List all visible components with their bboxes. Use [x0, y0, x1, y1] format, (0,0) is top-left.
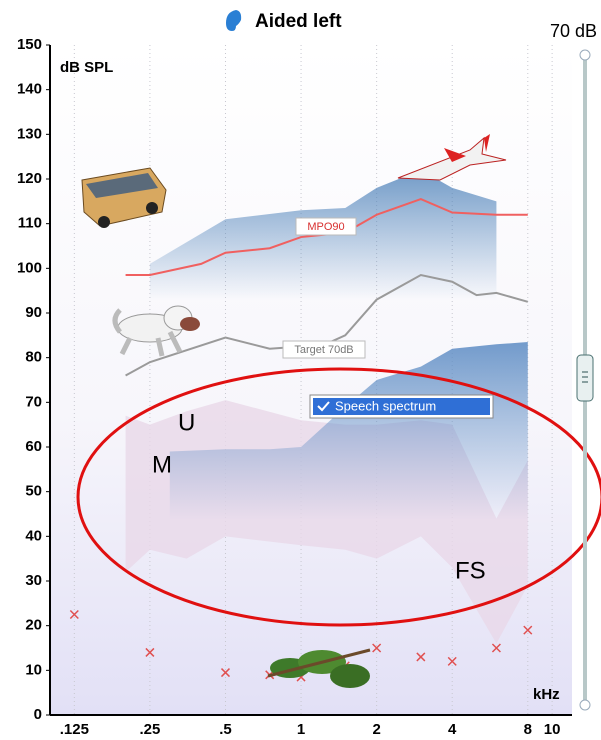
x-tick-label: 2 — [372, 721, 380, 738]
level-label: 70 dB — [550, 21, 597, 41]
y-tick-label: 100 — [17, 259, 42, 276]
y-axis-label: dB SPL — [60, 59, 113, 76]
y-tick-label: 40 — [25, 527, 42, 544]
speech-letter: U — [178, 409, 195, 436]
x-tick-label: 8 — [524, 721, 532, 738]
x-tick-label: 4 — [448, 721, 457, 738]
y-tick-label: 150 — [17, 36, 42, 53]
curve-label-box — [295, 217, 357, 236]
shaded-area — [169, 342, 528, 715]
level-slider[interactable] — [576, 49, 594, 711]
y-tick-label: 30 — [25, 572, 42, 589]
y-tick-label: 60 — [25, 438, 42, 455]
y-tick-label: 90 — [25, 304, 42, 321]
y-tick-label: 110 — [18, 215, 42, 232]
x-tick-label: 10 — [544, 721, 561, 738]
threshold-marker — [372, 643, 382, 653]
y-tick-label: 10 — [25, 661, 42, 678]
speech-letter: FS — [455, 557, 486, 584]
y-tick-label: 0 — [34, 706, 42, 723]
threshold-marker — [523, 625, 533, 635]
speech-spectrum-toggle[interactable]: Speech spectrum — [309, 394, 494, 419]
curve-label: MPO90 — [307, 221, 344, 233]
jet-icon — [397, 134, 507, 181]
threshold-marker — [491, 643, 501, 653]
threshold-marker — [69, 609, 79, 620]
chart-title: Aided left — [255, 11, 342, 32]
toggle-label: Speech spectrum — [335, 398, 436, 413]
y-tick-label: 50 — [25, 483, 42, 500]
data-layer — [69, 170, 533, 715]
x-tick-label: .125 — [60, 721, 89, 738]
x-tick-label: .5 — [219, 721, 232, 738]
threshold-marker — [145, 647, 155, 657]
curve — [125, 273, 529, 377]
y-tick-label: 140 — [17, 81, 42, 98]
y-tick-label: 130 — [17, 125, 42, 142]
threshold-marker — [416, 652, 426, 662]
threshold-marker — [447, 656, 457, 666]
y-tick-label: 20 — [25, 617, 42, 634]
ear-icon — [226, 10, 242, 31]
bush-icon — [267, 648, 371, 688]
curve-label: Target 70dB — [294, 344, 353, 356]
x-tick-label: 1 — [297, 721, 305, 738]
threshold-marker — [220, 668, 231, 678]
x-tick-label: .25 — [139, 721, 160, 738]
speech-letter: M — [152, 451, 172, 478]
bus-icon — [81, 167, 167, 228]
x-axis-label: kHz — [533, 686, 560, 703]
curve-label-box — [282, 340, 366, 359]
dog-icon — [112, 305, 200, 357]
y-tick-label: 70 — [25, 393, 42, 410]
highlight-ellipse — [76, 367, 601, 627]
y-tick-label: 120 — [17, 170, 42, 187]
y-tick-label: 80 — [25, 349, 42, 366]
